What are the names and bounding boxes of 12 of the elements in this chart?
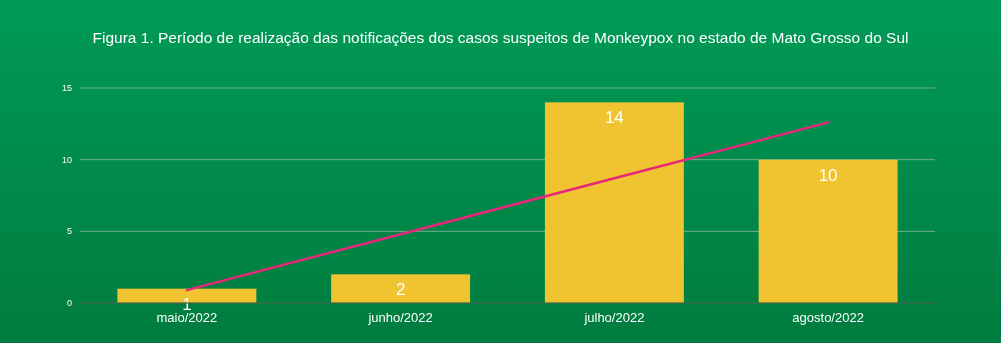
x-tick-label: agosto/2022	[792, 310, 864, 325]
data-label: 10	[818, 165, 838, 185]
y-tick-label: 10	[61, 154, 72, 165]
x-tick-label: maio/2022	[156, 310, 218, 325]
chart-title: Figura 1. Período de realização das notificações dos casos suspeitos de Monkeypox no estado de Mato Grosso do Sul	[92, 29, 909, 46]
y-tick-label: 15	[61, 83, 72, 93]
x-tick-label: julho/2022	[583, 310, 645, 325]
y-tick-label: 0	[66, 298, 72, 308]
data-label: 14	[604, 108, 624, 128]
data-label: 2	[395, 280, 406, 300]
y-tick-label: 5	[66, 226, 72, 237]
x-tick-label: junho/2022	[367, 310, 433, 325]
